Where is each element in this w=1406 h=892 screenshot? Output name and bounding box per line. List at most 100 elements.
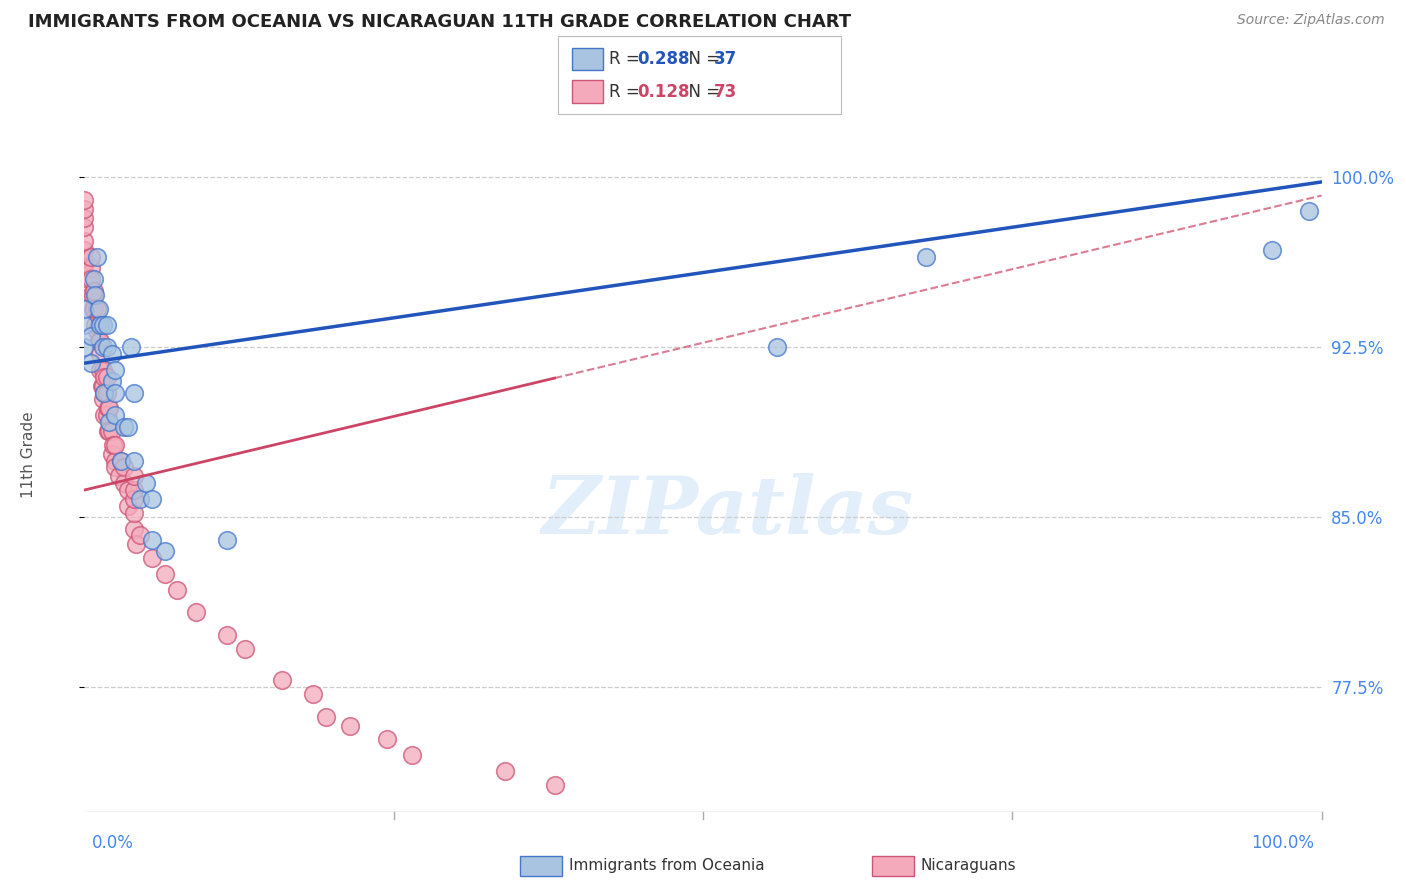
Point bbox=[129, 528, 152, 542]
Point bbox=[122, 385, 145, 400]
Text: 0.288: 0.288 bbox=[637, 50, 689, 68]
Point bbox=[117, 419, 139, 434]
Point bbox=[79, 356, 101, 370]
Text: 0.0%: 0.0% bbox=[91, 834, 134, 852]
Point bbox=[90, 379, 112, 393]
Point bbox=[110, 453, 132, 467]
Point bbox=[112, 476, 135, 491]
Point bbox=[122, 469, 145, 483]
Point bbox=[101, 438, 124, 452]
Point bbox=[89, 301, 111, 316]
Point bbox=[153, 566, 176, 581]
Point bbox=[89, 334, 111, 348]
Point bbox=[339, 718, 361, 732]
Point bbox=[82, 288, 104, 302]
Point bbox=[83, 284, 105, 298]
Point bbox=[215, 628, 238, 642]
Point bbox=[494, 764, 516, 778]
Point bbox=[89, 334, 111, 348]
Point bbox=[73, 250, 96, 264]
Point bbox=[98, 401, 121, 416]
Point bbox=[110, 453, 132, 467]
Point bbox=[141, 492, 163, 507]
Point bbox=[377, 732, 399, 747]
Text: 73: 73 bbox=[714, 83, 738, 101]
Point bbox=[91, 318, 114, 332]
Point bbox=[96, 340, 118, 354]
Point bbox=[89, 318, 111, 332]
Point bbox=[96, 369, 118, 384]
Point bbox=[104, 460, 127, 475]
Point bbox=[100, 447, 122, 461]
Point bbox=[117, 499, 139, 513]
Text: N =: N = bbox=[678, 83, 725, 101]
Point bbox=[93, 385, 115, 400]
Point bbox=[77, 272, 100, 286]
Point bbox=[112, 419, 135, 434]
Text: Immigrants from Oceania: Immigrants from Oceania bbox=[569, 858, 765, 872]
Point bbox=[184, 606, 207, 620]
Point bbox=[302, 687, 325, 701]
Point bbox=[108, 469, 131, 483]
Point bbox=[122, 453, 145, 467]
Point bbox=[89, 318, 111, 332]
Point bbox=[104, 385, 127, 400]
Point bbox=[122, 522, 145, 536]
Point bbox=[86, 325, 108, 339]
Point bbox=[86, 301, 108, 316]
Point bbox=[233, 641, 256, 656]
Point bbox=[73, 256, 96, 270]
Point bbox=[104, 409, 127, 423]
Point bbox=[73, 193, 96, 207]
Point bbox=[86, 250, 108, 264]
Point bbox=[914, 250, 936, 264]
Text: IMMIGRANTS FROM OCEANIA VS NICARAGUAN 11TH GRADE CORRELATION CHART: IMMIGRANTS FROM OCEANIA VS NICARAGUAN 11… bbox=[28, 13, 851, 31]
Text: Nicaraguans: Nicaraguans bbox=[921, 858, 1017, 872]
Point bbox=[82, 301, 104, 316]
Text: 0.128: 0.128 bbox=[637, 83, 689, 101]
Point bbox=[112, 460, 135, 475]
Point bbox=[73, 243, 96, 257]
Point bbox=[73, 202, 96, 216]
Point bbox=[84, 318, 107, 332]
Point bbox=[104, 453, 127, 467]
Text: N =: N = bbox=[678, 50, 725, 68]
Point bbox=[79, 288, 101, 302]
Point bbox=[153, 544, 176, 558]
Point bbox=[91, 340, 114, 354]
Point bbox=[89, 363, 111, 377]
Text: R =: R = bbox=[609, 50, 645, 68]
Point bbox=[79, 329, 101, 343]
Point bbox=[96, 385, 118, 400]
Text: 100.0%: 100.0% bbox=[1251, 834, 1315, 852]
Point bbox=[135, 476, 157, 491]
Point bbox=[73, 260, 96, 275]
Point bbox=[122, 492, 145, 507]
Point bbox=[73, 234, 96, 248]
Point bbox=[91, 392, 114, 407]
Point bbox=[98, 415, 121, 429]
Point bbox=[89, 347, 111, 361]
Point bbox=[93, 385, 115, 400]
Point bbox=[97, 424, 120, 438]
Point bbox=[73, 340, 96, 354]
Point bbox=[141, 551, 163, 566]
Point bbox=[96, 318, 118, 332]
Point bbox=[83, 272, 105, 286]
Point bbox=[73, 220, 96, 235]
Point bbox=[100, 374, 122, 388]
Point bbox=[91, 363, 114, 377]
Point bbox=[100, 424, 122, 438]
Point bbox=[166, 582, 188, 597]
Point bbox=[73, 318, 96, 332]
Point bbox=[79, 272, 101, 286]
Point bbox=[73, 211, 96, 226]
Point bbox=[91, 379, 114, 393]
Text: ZIPatlas: ZIPatlas bbox=[541, 474, 914, 550]
Point bbox=[215, 533, 238, 547]
Point bbox=[315, 709, 337, 723]
Point bbox=[73, 301, 96, 316]
Point bbox=[96, 409, 118, 423]
Point bbox=[97, 401, 120, 416]
Text: 11th Grade: 11th Grade bbox=[21, 411, 37, 499]
